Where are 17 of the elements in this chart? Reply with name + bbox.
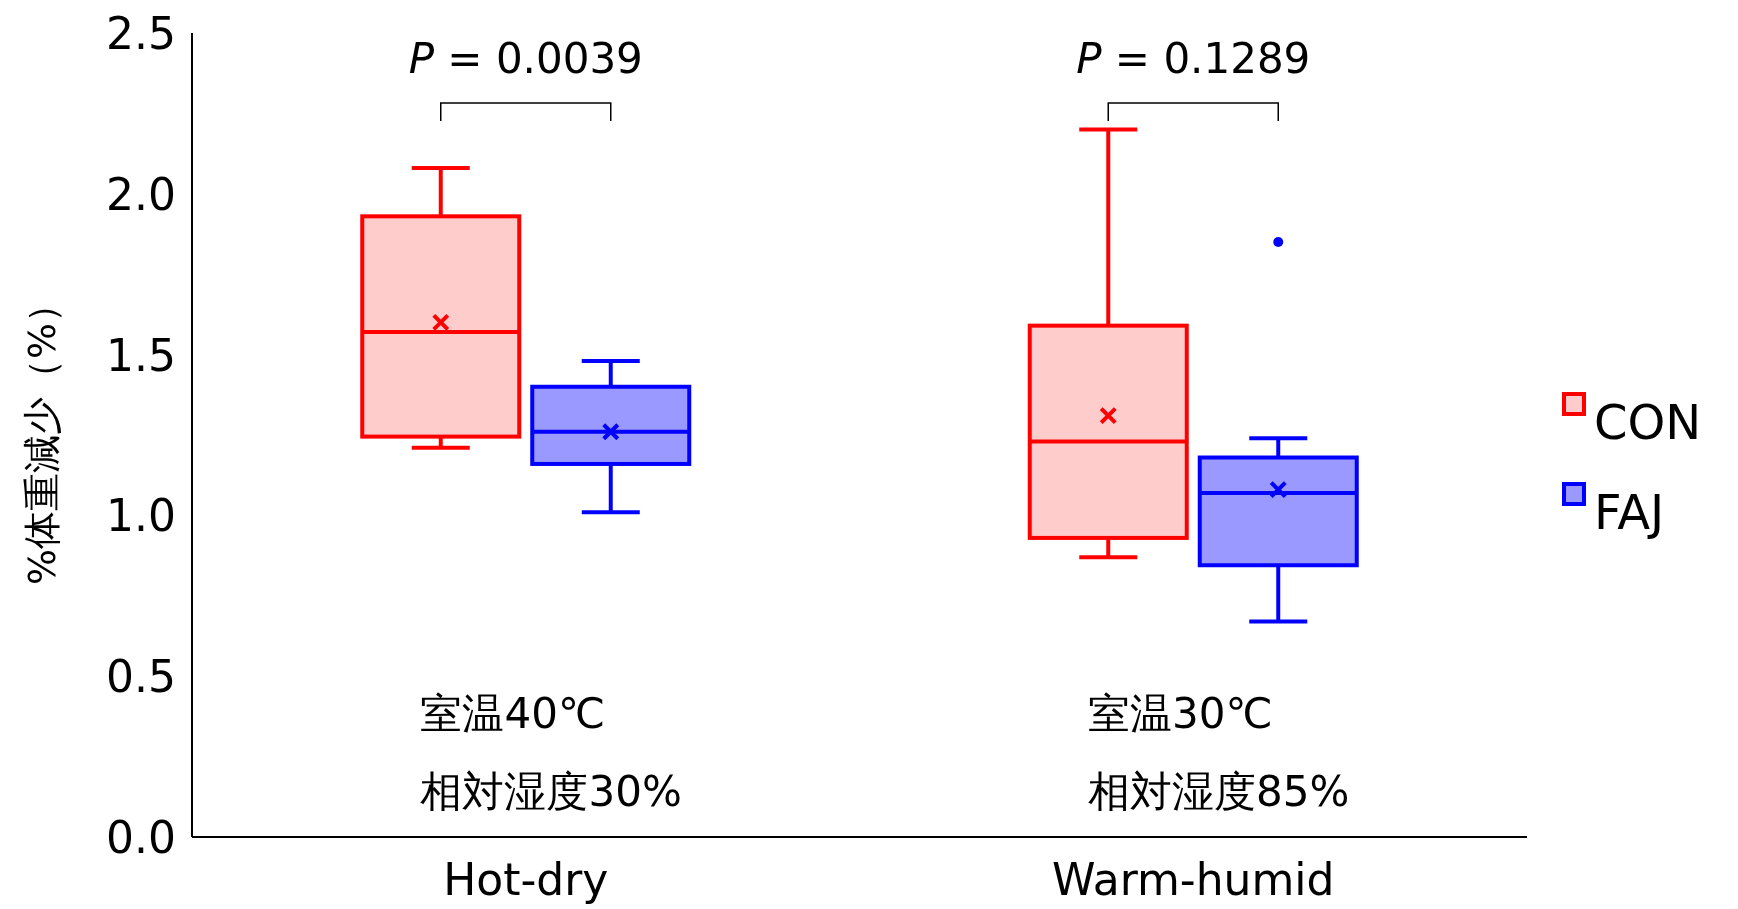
x-tick-label: Warm-humid — [1052, 854, 1335, 905]
annotation: P = 0.1289 — [1076, 34, 1311, 83]
annotation: 相対湿度85% — [1087, 767, 1350, 817]
y-tick-label: 1.0 — [106, 490, 176, 542]
x-tick-label: Hot-dry — [443, 854, 609, 905]
y-tick-label: 0.0 — [106, 812, 176, 863]
legend-label: FAJ — [1594, 484, 1665, 540]
y-axis-title: %体重減少（%） — [20, 284, 64, 586]
annotation: 相対湿度30% — [420, 767, 682, 817]
annotation: P = 0.0039 — [408, 34, 643, 83]
annotation: 室温40℃ — [420, 689, 606, 739]
annotation: 室温30℃ — [1087, 689, 1273, 739]
y-tick-label: 0.5 — [106, 651, 176, 703]
legend-label: CON — [1594, 394, 1702, 450]
y-tick-label: 2.5 — [106, 8, 176, 59]
y-tick-label: 2.0 — [106, 168, 176, 220]
y-tick-label: 1.5 — [106, 329, 176, 381]
